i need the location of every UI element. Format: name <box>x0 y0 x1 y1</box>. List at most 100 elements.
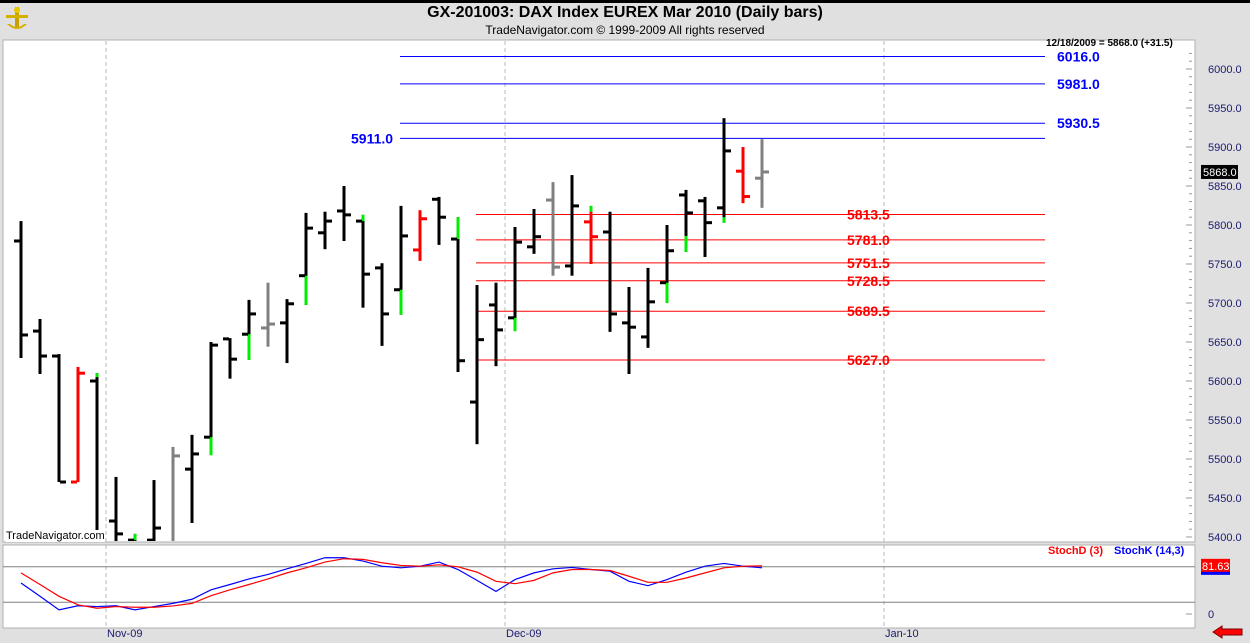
ohlc-bar <box>470 285 484 445</box>
ohlc-bar <box>242 299 256 360</box>
ohlc-bar <box>622 287 636 374</box>
bar-open-tick <box>14 239 20 243</box>
bar-close-tick <box>440 215 446 219</box>
trade-navigator-logo-icon <box>6 7 28 29</box>
ohlc-bar <box>679 189 693 252</box>
bar-open-tick <box>755 176 761 180</box>
bar-close-tick <box>649 300 655 304</box>
bar-close-tick <box>535 235 541 239</box>
price-bars <box>14 118 769 541</box>
stoch-d-legend: StochD (3) <box>1048 545 1103 557</box>
bar-range <box>190 434 194 523</box>
price-axis-label: 5800.0 <box>1208 220 1242 232</box>
bar-close-tick <box>288 302 294 306</box>
bar-range <box>513 226 517 332</box>
bar-close-tick <box>212 343 218 347</box>
ohlc-bar <box>171 446 180 541</box>
bar-range <box>722 118 726 223</box>
red-level-label: 5627.0 <box>847 352 890 368</box>
ohlc-bar <box>755 139 769 208</box>
bar-close-tick <box>307 226 313 230</box>
bar-close-tick <box>136 540 142 541</box>
ohlc-bar <box>394 205 408 315</box>
bar-open-tick <box>299 274 305 278</box>
bar-open-tick <box>128 538 134 541</box>
stoch-k-legend: StochK (14,3) <box>1114 545 1185 557</box>
bar-range <box>475 285 479 445</box>
bar-open-tick <box>109 519 115 523</box>
bar-open-tick <box>337 209 343 213</box>
bar-range <box>589 205 593 264</box>
ohlc-bar <box>261 282 275 347</box>
bar-close-tick <box>402 234 408 238</box>
bar-close-tick <box>250 312 256 316</box>
bar-close-tick <box>478 338 484 342</box>
bar-range <box>323 211 327 250</box>
stoch-readout-underline <box>1201 571 1230 575</box>
ohlc-bar <box>603 211 617 332</box>
stoch-zero-label: 0 <box>1208 609 1214 621</box>
date-label: Jan-10 <box>885 628 919 640</box>
bar-highlight <box>684 235 688 252</box>
price-axis-label: 6000.0 <box>1208 64 1242 76</box>
bar-close-tick <box>744 195 750 199</box>
bar-highlight <box>513 317 517 332</box>
bar-range <box>342 186 346 241</box>
bar-highlight <box>304 275 308 305</box>
ohlc-bar <box>356 214 370 308</box>
bar-range <box>285 299 289 364</box>
bar-close-tick <box>497 328 503 332</box>
bar-close-tick <box>79 371 85 375</box>
bar-close-tick <box>60 480 66 484</box>
bar-open-tick <box>736 169 742 173</box>
bar-range <box>551 182 555 276</box>
bar-close-tick <box>269 322 275 326</box>
bar-close-tick <box>22 333 28 337</box>
ohlc-bar <box>565 175 579 276</box>
bar-open-tick <box>470 400 476 404</box>
bar-range <box>38 318 42 374</box>
bar-close-tick <box>516 240 522 244</box>
bar-close-tick <box>174 454 180 458</box>
bar-open-tick <box>527 245 533 249</box>
bar-close-tick <box>459 359 465 363</box>
bar-close-tick <box>41 354 47 358</box>
bar-open-tick <box>565 264 571 268</box>
chart-title: GX-201003: DAX Index EUREX Mar 2010 (Dai… <box>427 4 823 21</box>
stochastic-panel <box>2 544 1196 629</box>
bar-range <box>684 189 688 252</box>
bar-open-tick <box>660 281 666 285</box>
ohlc-bar <box>337 186 351 241</box>
ohlc-bar <box>14 221 28 358</box>
bar-open-tick <box>508 316 514 320</box>
bar-close-tick <box>345 213 351 217</box>
bar-close-tick <box>687 211 693 215</box>
watermark: TradeNavigator.com <box>6 530 105 542</box>
bar-range <box>399 205 403 315</box>
blue-level-label: 6016.0 <box>1057 49 1100 65</box>
ohlc-bar <box>698 196 712 257</box>
ohlc-bar <box>413 210 427 261</box>
bar-highlight <box>209 437 213 456</box>
bar-range <box>266 282 270 347</box>
blue-level-label: 5930.5 <box>1057 115 1100 131</box>
bar-open-tick <box>185 467 191 471</box>
bar-range <box>741 147 745 204</box>
bar-open-tick <box>280 321 286 325</box>
ohlc-bar <box>736 147 750 204</box>
bar-open-tick <box>622 321 628 325</box>
ohlc-bar <box>717 118 731 223</box>
bar-range <box>570 175 574 276</box>
bar-range <box>76 366 80 483</box>
bar-highlight <box>722 217 726 223</box>
bar-open-tick <box>717 206 723 210</box>
price-readout: 12/18/2009 = 5868.0 (+31.5) <box>1046 38 1173 49</box>
scroll-left-arrow-icon[interactable] <box>1212 625 1244 639</box>
bar-range <box>114 476 118 541</box>
bar-range <box>456 217 460 373</box>
date-label: Dec-09 <box>506 628 541 640</box>
bar-range <box>608 211 612 332</box>
stoch-readout-label: 81.63 <box>1202 561 1230 573</box>
red-level-label: 5813.5 <box>847 206 890 222</box>
